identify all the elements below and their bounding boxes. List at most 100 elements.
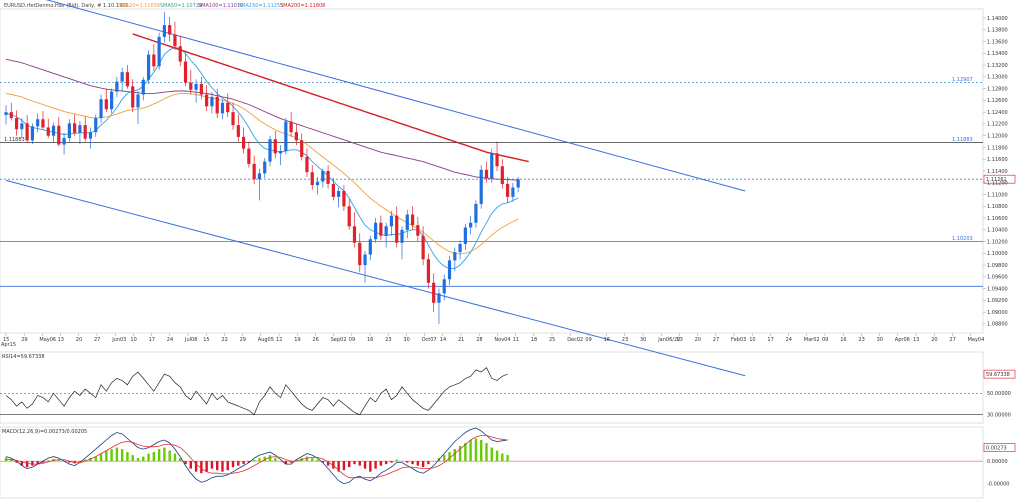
x-tick-label: 10 xyxy=(749,337,755,343)
sma-label-2: SMA50=1.10724 xyxy=(160,3,202,9)
macd-histogram-bar xyxy=(25,461,29,468)
candle-body xyxy=(220,102,225,114)
macd-histogram-bar xyxy=(348,461,351,468)
macd-histogram-bar xyxy=(369,461,372,472)
candle-body xyxy=(368,239,372,255)
candle-body xyxy=(189,82,193,90)
candle-body xyxy=(210,96,214,107)
price-tick-label: 1.11400 xyxy=(987,169,1008,175)
candle-body xyxy=(183,61,188,83)
candle-body xyxy=(247,148,251,164)
macd-histogram-bar xyxy=(432,461,435,462)
candle-body xyxy=(400,229,404,243)
candle-body xyxy=(162,25,166,37)
macd-histogram-bar xyxy=(147,453,150,462)
macd-histogram-bar xyxy=(337,461,340,472)
macd-histogram-bar xyxy=(131,455,134,462)
macd-histogram-bar xyxy=(99,453,103,462)
candle-body xyxy=(500,166,504,184)
candle-body xyxy=(120,72,124,82)
macd-histogram-bar xyxy=(31,461,34,466)
candle-body xyxy=(479,169,483,204)
candle-body xyxy=(205,94,209,107)
price-tick-label: 1.10200 xyxy=(987,239,1008,245)
macd-panel-frame xyxy=(0,426,984,499)
macd-histogram-bar xyxy=(68,461,71,463)
x-tick-label: 19 xyxy=(294,337,300,343)
candle-body xyxy=(347,206,351,227)
macd-histogram-bar xyxy=(78,461,82,462)
macd-histogram-bar xyxy=(379,461,383,466)
candle-body xyxy=(104,99,108,110)
macd-signal-line xyxy=(6,435,508,479)
x-tick-label: 11 xyxy=(513,337,519,343)
candle-body xyxy=(157,36,161,67)
x-tick-label: Aug05 xyxy=(258,337,274,343)
macd-histogram-bar xyxy=(47,460,50,462)
macd-histogram-bar xyxy=(501,453,504,462)
x-tick-label: May04 xyxy=(968,337,985,343)
macd-histogram-bar xyxy=(469,440,472,462)
macd-histogram-bar xyxy=(448,452,451,462)
candle-body xyxy=(326,171,330,184)
x-tick-label: 23 xyxy=(858,337,864,343)
candle-body xyxy=(14,118,19,130)
candle-body xyxy=(352,226,357,243)
macd-histogram-bar xyxy=(231,461,235,468)
trend-channel xyxy=(5,0,746,377)
candle-body xyxy=(310,172,314,186)
macd-histogram-bar xyxy=(210,461,214,469)
macd-histogram-bar xyxy=(237,461,240,466)
macd-current-label: 0.00273 xyxy=(986,445,1007,451)
x-tick-label: 26 xyxy=(312,337,318,343)
macd-histogram-bar xyxy=(279,461,282,462)
moving-averages xyxy=(5,33,529,270)
level-label: 1.11883 xyxy=(952,137,973,143)
candle-body xyxy=(46,127,50,136)
candle-body xyxy=(242,136,246,149)
x-tick-label: 18 xyxy=(531,337,537,343)
macd-histogram-bar xyxy=(221,461,224,472)
candle-body xyxy=(405,214,409,230)
x-tick-label: 12 xyxy=(276,337,282,343)
candle-body xyxy=(416,225,420,236)
x-tick-label: 29 xyxy=(21,337,27,343)
rsi-panel-frame xyxy=(0,351,984,424)
candle-body xyxy=(384,226,388,236)
horizontal-levels: 1.12907 1.11883 1.10203 1.11883 1.11261 xyxy=(0,77,1016,287)
candle-body xyxy=(374,222,378,240)
x-tick-label: Apr15 xyxy=(1,342,16,348)
macd-tick-label: 0.00000 xyxy=(987,459,1008,465)
candle-body xyxy=(305,156,309,173)
x-tick-label: 30 xyxy=(403,337,409,343)
candle-body xyxy=(125,72,130,87)
price-tick-label: 1.13600 xyxy=(987,39,1008,45)
macd-histogram-bar xyxy=(321,461,324,463)
x-tick-label: Jun03 xyxy=(111,337,126,343)
candle-body xyxy=(284,121,288,151)
candle-body xyxy=(268,139,272,162)
macd-histogram-bar xyxy=(284,461,288,465)
macd-histogram-bar xyxy=(157,449,161,462)
price-tick-label: 1.10000 xyxy=(987,251,1008,257)
candle-body xyxy=(146,54,151,80)
macd-histogram-bar xyxy=(184,461,187,465)
candle-body xyxy=(273,139,277,154)
candle-body xyxy=(395,215,399,243)
macd-histogram-bar xyxy=(200,461,203,474)
candle-body xyxy=(36,119,40,127)
x-tick-label: Jan06/20 xyxy=(657,337,680,343)
macd-label: MACD(12,26,9)=0.00273/0.00205 xyxy=(2,429,87,435)
macd-histogram-bar xyxy=(358,461,361,466)
x-tick-label: 15 xyxy=(203,337,209,343)
macd-histogram-bar xyxy=(252,459,256,462)
candle-body xyxy=(173,34,177,47)
price-tick-label: 1.10600 xyxy=(987,216,1008,222)
x-tick-label: Feb03 xyxy=(731,337,746,343)
symbol-label: EURUSD.rfetDenmo.Hav (Bid), Daily, # 1.1… xyxy=(4,3,128,9)
candle-body xyxy=(99,99,103,119)
macd-histogram-bar xyxy=(406,461,409,463)
macd-histogram-bar xyxy=(411,461,414,465)
candle-body xyxy=(342,191,346,207)
